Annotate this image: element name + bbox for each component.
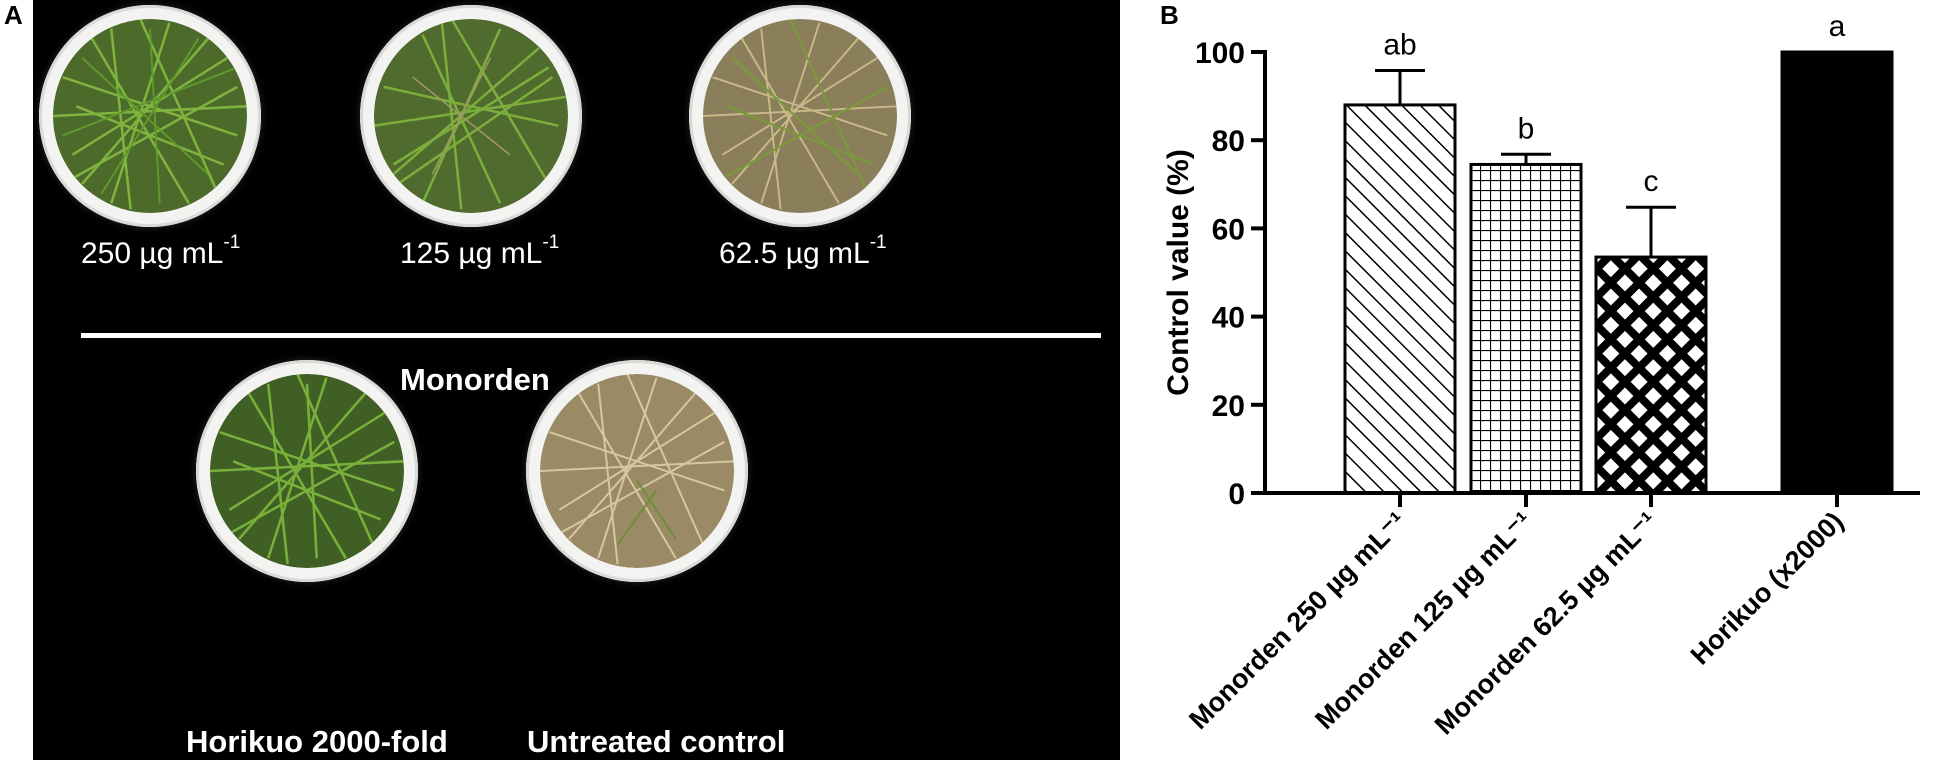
grass-icon <box>703 19 897 213</box>
grass-icon <box>374 19 568 213</box>
y-axis-label: Control value (%) <box>1162 149 1195 396</box>
y-tick-label: 0 <box>1228 478 1245 511</box>
pot-250 <box>39 5 261 227</box>
significance-label: ab <box>1383 29 1416 62</box>
pot-125 <box>360 5 582 227</box>
dose-label-250: 250 µg mL-1 <box>81 232 241 270</box>
pot-untreated <box>526 360 748 582</box>
panel-a-letter: A <box>4 0 23 30</box>
monorden-label: Monorden <box>400 362 550 397</box>
grass-icon <box>210 374 404 568</box>
panel-b-letter: B <box>1160 0 1179 30</box>
bar <box>1780 50 1894 495</box>
turfgrass-pots-photo: 250 µg mL-1 125 µg mL-1 62.5 µg mL-1 Mon… <box>33 0 1120 760</box>
bar <box>1343 103 1457 495</box>
significance-label: c <box>1644 165 1659 198</box>
y-tick-label: 40 <box>1212 302 1245 335</box>
dose-label-125: 125 µg mL-1 <box>400 232 560 270</box>
significance-label: a <box>1829 10 1846 43</box>
y-tick-label: 20 <box>1212 390 1245 423</box>
x-tick-label: Monorden 125 µg mL⁻¹ <box>1309 506 1538 735</box>
untreated-label: Untreated control <box>527 724 786 759</box>
x-tick-label: Monorden 62.5 µg mL⁻¹ <box>1429 506 1663 740</box>
monorden-divider <box>81 333 1101 338</box>
bar <box>1469 162 1583 495</box>
control-value-bar-chart: ab b c a 0 20 40 60 80 100 Control value (%) Monord… <box>1162 10 1920 740</box>
y-tick-label: 80 <box>1212 125 1245 158</box>
y-tick-label: 60 <box>1212 213 1245 246</box>
y-tick-label: 100 <box>1195 37 1245 70</box>
horikuo-label: Horikuo 2000-fold <box>186 724 448 759</box>
grass-icon <box>53 19 247 213</box>
x-tick-label: Horikuo (x2000) <box>1685 506 1849 670</box>
significance-label: b <box>1518 112 1535 145</box>
grass-icon <box>540 374 734 568</box>
x-tick-label: Monorden 250 µg mL⁻¹ <box>1183 506 1412 735</box>
dose-label-62-5: 62.5 µg mL-1 <box>719 232 887 270</box>
pot-horikuo <box>196 360 418 582</box>
pot-62-5 <box>689 5 911 227</box>
bar <box>1594 255 1708 495</box>
